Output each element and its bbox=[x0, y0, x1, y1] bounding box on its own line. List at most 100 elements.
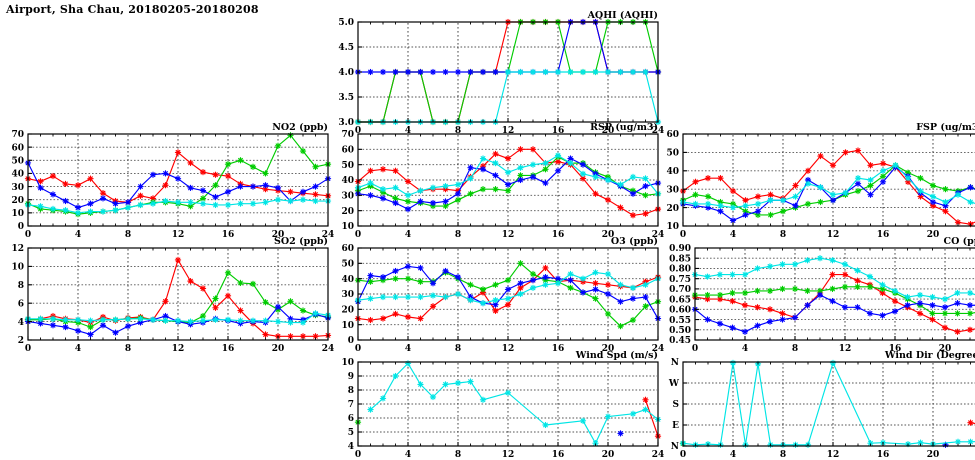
data-marker bbox=[830, 163, 835, 168]
data-marker bbox=[730, 188, 735, 193]
data-marker bbox=[405, 69, 410, 74]
data-marker bbox=[580, 276, 585, 281]
data-marker bbox=[188, 185, 193, 190]
x-tick-label: 0 bbox=[680, 450, 686, 460]
data-marker bbox=[430, 200, 435, 205]
data-marker bbox=[605, 177, 610, 182]
data-marker bbox=[643, 407, 648, 412]
data-marker bbox=[855, 181, 860, 186]
plot-frame bbox=[683, 134, 975, 226]
y-tick-label: 4.0 bbox=[338, 68, 354, 78]
data-marker bbox=[430, 185, 435, 190]
data-marker bbox=[742, 303, 747, 308]
y-tick-label: 60 bbox=[666, 130, 679, 140]
data-marker bbox=[393, 168, 398, 173]
data-marker bbox=[505, 182, 510, 187]
x-tick-label: 8 bbox=[780, 450, 786, 460]
data-marker bbox=[817, 256, 822, 261]
data-marker bbox=[705, 176, 710, 181]
data-marker bbox=[767, 288, 772, 293]
data-marker bbox=[717, 292, 722, 297]
x-tick-label: 16 bbox=[552, 450, 565, 460]
data-marker bbox=[555, 69, 560, 74]
data-marker bbox=[200, 286, 205, 291]
data-series-series_4 bbox=[368, 361, 661, 446]
y-tick-label: 4.5 bbox=[338, 43, 354, 53]
y-tick-label: E bbox=[672, 421, 679, 431]
data-marker bbox=[263, 332, 268, 337]
data-marker bbox=[618, 431, 623, 436]
data-marker bbox=[930, 294, 935, 299]
data-marker bbox=[618, 69, 623, 74]
data-marker bbox=[75, 205, 80, 210]
data-marker bbox=[138, 184, 143, 189]
data-marker bbox=[63, 198, 68, 203]
page-title: Airport, Sha Chau, 20180205-20180208 bbox=[6, 3, 259, 16]
x-tick-label: 20 bbox=[272, 344, 285, 354]
data-marker bbox=[505, 170, 510, 175]
data-marker bbox=[175, 150, 180, 155]
y-tick-label: 70 bbox=[341, 130, 354, 140]
data-marker bbox=[643, 176, 648, 181]
data-marker bbox=[125, 200, 130, 205]
y-tick-label: 30 bbox=[666, 185, 679, 195]
data-marker bbox=[955, 290, 960, 295]
data-marker bbox=[730, 360, 735, 365]
data-marker bbox=[805, 181, 810, 186]
data-series-series_3 bbox=[680, 165, 975, 224]
data-marker bbox=[630, 213, 635, 218]
data-marker bbox=[905, 176, 910, 181]
data-marker bbox=[618, 282, 623, 287]
data-marker bbox=[718, 209, 723, 214]
data-marker bbox=[200, 188, 205, 193]
data-marker bbox=[792, 262, 797, 267]
data-marker bbox=[380, 316, 385, 321]
data-marker bbox=[593, 270, 598, 275]
data-series-series_1 bbox=[968, 420, 975, 428]
panel-title: AQHI (AQHI) bbox=[587, 10, 658, 21]
data-marker bbox=[643, 282, 648, 287]
data-marker bbox=[250, 281, 255, 286]
data-marker bbox=[568, 271, 573, 276]
data-marker bbox=[618, 299, 623, 304]
data-marker bbox=[468, 298, 473, 303]
y-tick-label: S bbox=[673, 400, 680, 410]
data-marker bbox=[892, 299, 897, 304]
data-marker bbox=[630, 69, 635, 74]
data-marker bbox=[455, 197, 460, 202]
data-marker bbox=[605, 271, 610, 276]
data-marker bbox=[313, 164, 318, 169]
data-marker bbox=[405, 179, 410, 184]
data-marker bbox=[755, 305, 760, 310]
data-marker bbox=[618, 324, 623, 329]
data-marker bbox=[455, 182, 460, 187]
data-marker bbox=[405, 264, 410, 269]
data-marker bbox=[468, 379, 473, 384]
data-marker bbox=[618, 205, 623, 210]
data-marker bbox=[275, 185, 280, 190]
data-marker bbox=[893, 163, 898, 168]
data-marker bbox=[755, 209, 760, 214]
data-marker bbox=[967, 290, 972, 295]
data-marker bbox=[213, 296, 218, 301]
data-marker bbox=[843, 190, 848, 195]
data-marker bbox=[830, 258, 835, 263]
data-marker bbox=[443, 69, 448, 74]
data-marker bbox=[163, 299, 168, 304]
y-tick-label: 0 bbox=[348, 336, 354, 346]
y-tick-label: N bbox=[671, 442, 679, 452]
x-tick-label: 4 bbox=[730, 450, 736, 460]
series-line bbox=[371, 363, 659, 443]
data-marker bbox=[480, 287, 485, 292]
data-marker bbox=[50, 173, 55, 178]
y-tick-label: N bbox=[671, 358, 679, 368]
panel-title: Wind Spd (m/s) bbox=[575, 350, 658, 361]
data-marker bbox=[543, 422, 548, 427]
data-marker bbox=[368, 296, 373, 301]
data-marker bbox=[543, 265, 548, 270]
data-marker bbox=[705, 317, 710, 322]
data-marker bbox=[643, 294, 648, 299]
data-marker bbox=[780, 317, 785, 322]
x-tick-label: 8 bbox=[125, 344, 131, 354]
data-marker bbox=[175, 200, 180, 205]
